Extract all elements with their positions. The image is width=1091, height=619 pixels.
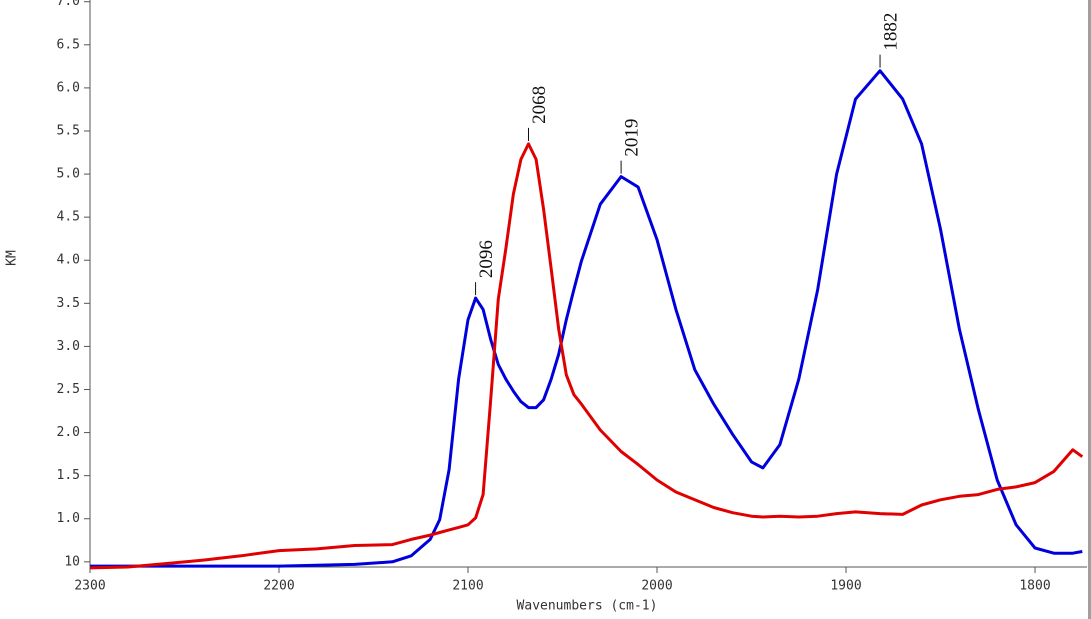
y-tick-label: 1.0	[57, 511, 80, 526]
x-tick-label: 2200	[263, 579, 294, 594]
x-tick-label: 2100	[452, 579, 483, 594]
x-axis-label: Wavenumbers (cm-1)	[517, 599, 658, 614]
y-tick-label: 3.5	[57, 296, 80, 311]
y-tick-label: 6.0	[57, 80, 80, 95]
y-tick-label: 1.5	[57, 468, 80, 483]
y-tick-label: 4.5	[57, 210, 80, 225]
y-tick-label: 4.0	[57, 253, 80, 268]
y-tick-label: 3.0	[57, 339, 80, 354]
spectrum-line	[90, 69, 1083, 568]
y-tick-label: 5.0	[57, 167, 80, 182]
y-tick-label: 6.5	[57, 37, 80, 52]
y-axis-label: KM	[5, 250, 20, 266]
y-tick-label: 10	[64, 554, 80, 569]
peak-label: 2068	[529, 86, 550, 124]
y-tick-label: 7.0	[57, 0, 80, 9]
spectrum-line	[89, 142, 1084, 570]
x-tick-label: 2300	[74, 579, 105, 594]
y-tick-label: 5.5	[57, 123, 80, 138]
peak-label: 1882	[880, 13, 901, 51]
peak-label: 2096	[476, 240, 497, 278]
window-border	[1088, 0, 1091, 619]
y-tick-label: 2.5	[57, 382, 80, 397]
x-tick-label: 1800	[1019, 579, 1050, 594]
x-tick-label: 1900	[830, 579, 861, 594]
peak-label: 2019	[621, 119, 642, 157]
x-tick-label: 2000	[641, 579, 672, 594]
y-tick-label: 2.0	[57, 425, 80, 440]
